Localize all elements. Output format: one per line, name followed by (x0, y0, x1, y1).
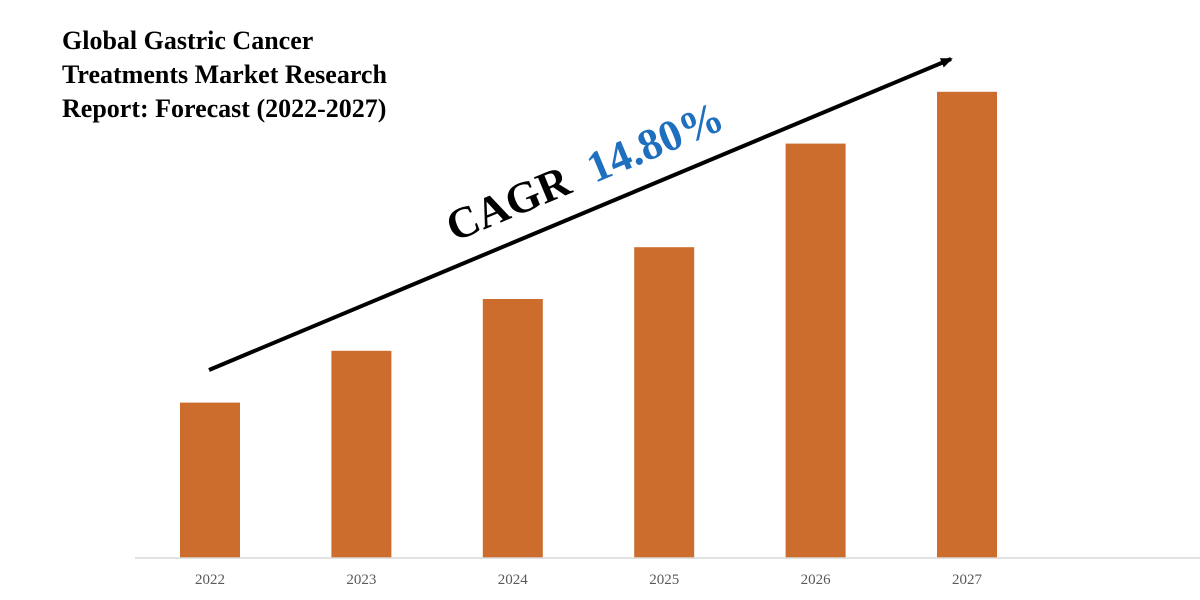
x-tick-label-2024: 2024 (498, 572, 529, 588)
growth-trend-arrow (208, 57, 953, 372)
chart-title-line-2: Treatments Market Research (62, 60, 387, 89)
x-tick-label-2025: 2025 (649, 572, 679, 588)
bar-2023 (331, 350, 392, 558)
bar-2025 (634, 247, 695, 558)
cagr-label: CAGR (439, 156, 579, 252)
bar-2022 (180, 402, 240, 558)
bar-2026 (785, 143, 846, 558)
chart-title-line-1: Global Gastric Cancer (62, 26, 314, 55)
chart-title: Global Gastric Cancer Treatments Market … (62, 24, 482, 126)
cagr-value: 14.80% (580, 92, 731, 192)
chart-title-line-3: Report: Forecast (2022-2027) (62, 94, 387, 123)
x-tick-labels: 2022 2023 2024 2025 2026 2027 (195, 572, 983, 588)
bars-layer (180, 91, 997, 559)
bar-2024 (482, 299, 543, 558)
x-tick-label-2026: 2026 (801, 572, 832, 588)
x-tick-label-2027: 2027 (952, 572, 983, 588)
x-tick-label-2023: 2023 (346, 572, 376, 588)
x-tick-label-2022: 2022 (195, 572, 225, 588)
bar-2027 (937, 91, 997, 559)
